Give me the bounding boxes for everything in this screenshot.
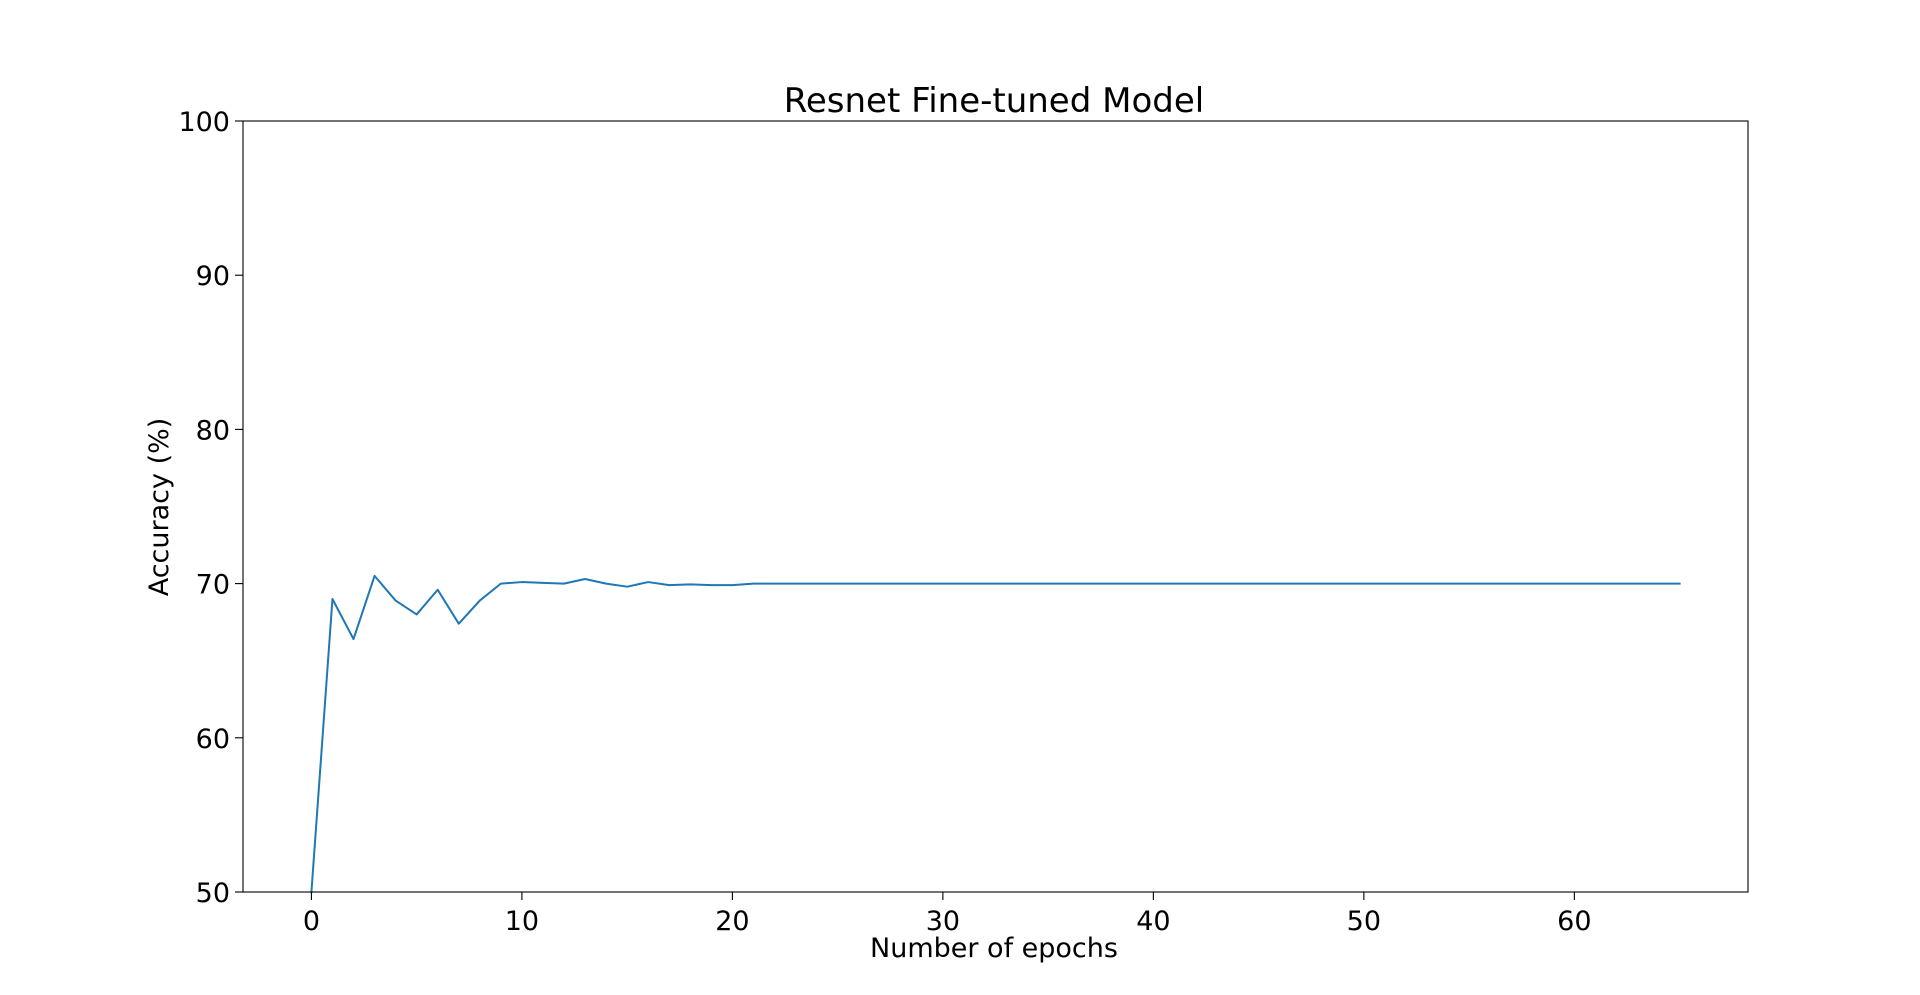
y-tick-label: 80 bbox=[196, 415, 230, 446]
chart-title: Resnet Fine-tuned Model bbox=[784, 81, 1204, 121]
x-tick-label: 40 bbox=[1136, 906, 1170, 937]
y-tick-label: 50 bbox=[196, 878, 230, 909]
x-tick-label: 0 bbox=[303, 906, 320, 937]
y-axis-ticks: 50 60 70 80 90 100 bbox=[178, 107, 243, 909]
x-tick-label: 30 bbox=[926, 906, 960, 937]
x-tick-label: 60 bbox=[1557, 906, 1591, 937]
x-tick-label: 50 bbox=[1347, 906, 1381, 937]
y-tick-label: 90 bbox=[196, 261, 230, 292]
plot-area bbox=[242, 120, 1749, 894]
x-tick-label: 10 bbox=[505, 906, 539, 937]
accuracy-series-line bbox=[310, 574, 1681, 894]
x-axis-ticks: 0 10 20 30 40 50 60 bbox=[303, 892, 1592, 937]
axes-frame bbox=[242, 120, 1749, 893]
y-tick-label: 60 bbox=[196, 724, 230, 755]
x-axis-label: Number of epochs bbox=[870, 933, 1118, 964]
y-tick-label: 70 bbox=[196, 570, 230, 601]
x-tick-label: 20 bbox=[715, 906, 749, 937]
y-axis-label: Accuracy (%) bbox=[144, 418, 175, 597]
y-tick-label: 100 bbox=[178, 107, 230, 138]
